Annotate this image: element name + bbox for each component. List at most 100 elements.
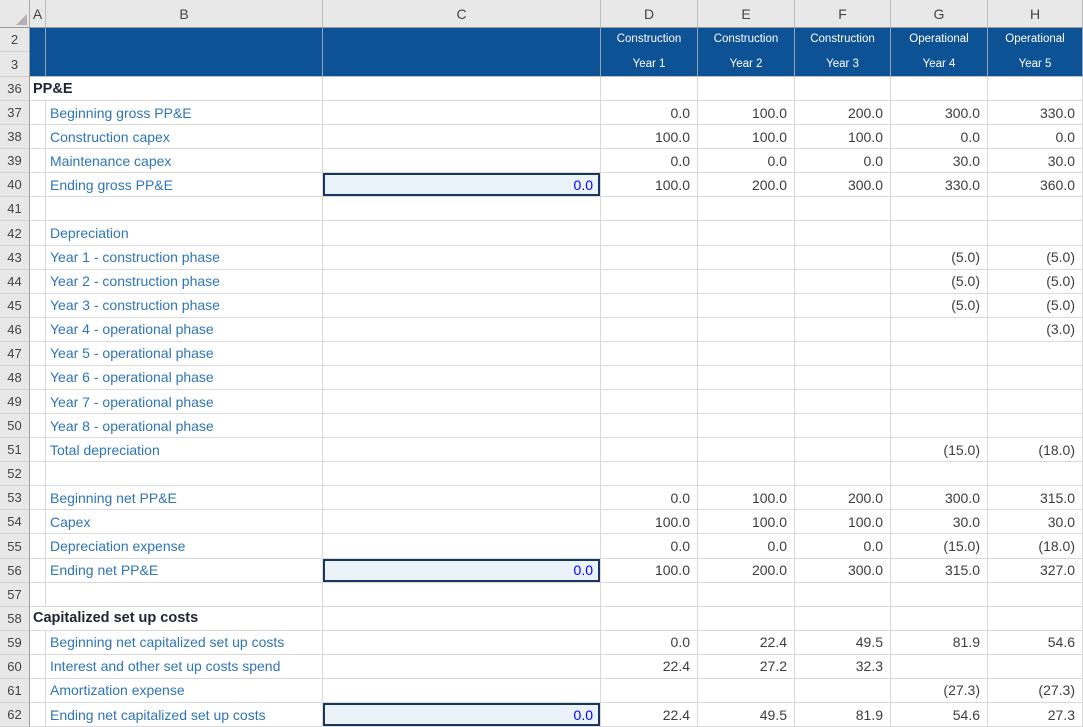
cell-A43[interactable] — [30, 245, 46, 270]
cell-B45[interactable]: Year 3 - construction phase — [46, 293, 323, 318]
cell-D52[interactable] — [601, 462, 698, 487]
cell-D53[interactable]: 0.0 — [601, 486, 698, 511]
row-header-53[interactable]: 53 — [0, 486, 30, 511]
cell-D38[interactable]: 100.0 — [601, 125, 698, 150]
cell-E62[interactable]: 49.5 — [698, 703, 795, 727]
cell-B51[interactable]: Total depreciation — [46, 438, 323, 463]
cell-F45[interactable] — [795, 293, 891, 318]
row-header-48[interactable]: 48 — [0, 365, 30, 391]
cell-C39[interactable] — [323, 149, 601, 174]
cell-G42[interactable] — [891, 221, 988, 246]
column-header-E[interactable]: E — [698, 0, 795, 27]
cell-H36[interactable] — [988, 77, 1083, 102]
cell-B39[interactable]: Maintenance capex — [46, 149, 323, 174]
cell-G55[interactable]: (15.0) — [891, 534, 988, 559]
cell-C61[interactable] — [323, 678, 601, 704]
cell-H49[interactable] — [988, 390, 1083, 415]
cell-E40[interactable]: 200.0 — [698, 173, 795, 198]
cell-G37[interactable]: 300.0 — [891, 101, 988, 126]
cell-D54[interactable]: 100.0 — [601, 510, 698, 535]
cell-G48[interactable] — [891, 365, 988, 391]
cell-D40[interactable]: 100.0 — [601, 173, 698, 198]
cell-G47[interactable] — [891, 341, 988, 366]
cell-B38[interactable]: Construction capex — [46, 125, 323, 150]
row-header-59[interactable]: 59 — [0, 630, 30, 655]
cell-F57[interactable] — [795, 582, 891, 607]
row-header-46[interactable]: 46 — [0, 317, 30, 342]
cell-G39[interactable]: 30.0 — [891, 149, 988, 174]
cell-A37[interactable] — [30, 101, 46, 126]
cell-H45[interactable]: (5.0) — [988, 293, 1083, 318]
row-header-51[interactable]: 51 — [0, 438, 30, 463]
cell-E61[interactable] — [698, 678, 795, 704]
cell-C60[interactable] — [323, 654, 601, 679]
cell-E42[interactable] — [698, 221, 795, 246]
cell-H38[interactable]: 0.0 — [988, 125, 1083, 150]
cell-F50[interactable] — [795, 414, 891, 439]
cell-A38[interactable] — [30, 125, 46, 150]
cell-H54[interactable]: 30.0 — [988, 510, 1083, 535]
cell-B60[interactable]: Interest and other set up costs spend — [46, 654, 323, 679]
cell-C49[interactable] — [323, 390, 601, 415]
year-header-F[interactable]: Construction Year 3 — [795, 28, 891, 77]
year-header-D[interactable]: Construction Year 1 — [601, 28, 698, 77]
cell-F38[interactable]: 100.0 — [795, 125, 891, 150]
cell-D49[interactable] — [601, 390, 698, 415]
cell-H39[interactable]: 30.0 — [988, 149, 1083, 174]
cell-G38[interactable]: 0.0 — [891, 125, 988, 150]
cell-C45[interactable] — [323, 293, 601, 318]
cell-F36[interactable] — [795, 77, 891, 102]
cell-H58[interactable] — [988, 606, 1083, 631]
cell-C58[interactable] — [323, 606, 601, 631]
cell-A50[interactable] — [30, 414, 46, 439]
cell-A39[interactable] — [30, 149, 46, 174]
column-header-F[interactable]: F — [795, 0, 891, 27]
cell-H51[interactable]: (18.0) — [988, 438, 1083, 463]
cell-G49[interactable] — [891, 390, 988, 415]
cell-D42[interactable] — [601, 221, 698, 246]
row-header-47[interactable]: 47 — [0, 341, 30, 366]
cell-G62[interactable]: 54.6 — [891, 703, 988, 727]
cell-H43[interactable]: (5.0) — [988, 245, 1083, 270]
cell-H52[interactable] — [988, 462, 1083, 487]
cell-E49[interactable] — [698, 390, 795, 415]
cell-F51[interactable] — [795, 438, 891, 463]
cell-H60[interactable] — [988, 654, 1083, 679]
cell-E54[interactable]: 100.0 — [698, 510, 795, 535]
row-header-58[interactable]: 58 — [0, 606, 30, 631]
cell-H47[interactable] — [988, 341, 1083, 366]
cell-D59[interactable]: 0.0 — [601, 630, 698, 655]
cell-A56[interactable] — [30, 558, 46, 583]
cell-B43[interactable]: Year 1 - construction phase — [46, 245, 323, 270]
cell-C52[interactable] — [323, 462, 601, 487]
row-header-40[interactable]: 40 — [0, 173, 30, 198]
cell-E37[interactable]: 100.0 — [698, 101, 795, 126]
cell-D55[interactable]: 0.0 — [601, 534, 698, 559]
cell-G43[interactable]: (5.0) — [891, 245, 988, 270]
cell-C57[interactable] — [323, 582, 601, 607]
cell-A57[interactable] — [30, 582, 46, 607]
cell-D44[interactable] — [601, 269, 698, 294]
row-header-36[interactable]: 36 — [0, 77, 30, 102]
cell-A60[interactable] — [30, 654, 46, 679]
cell-D61[interactable] — [601, 678, 698, 704]
cell-F62[interactable]: 81.9 — [795, 703, 891, 727]
cell-A59[interactable] — [30, 630, 46, 655]
row-header-50[interactable]: 50 — [0, 414, 30, 439]
cell-A54[interactable] — [30, 510, 46, 535]
cell-C56[interactable]: 0.0 — [323, 558, 601, 583]
cell-C42[interactable] — [323, 221, 601, 246]
cell-C55[interactable] — [323, 534, 601, 559]
row-header-43[interactable]: 43 — [0, 245, 30, 270]
year-header-G[interactable]: Operational Year 4 — [891, 28, 988, 77]
cell-H50[interactable] — [988, 414, 1083, 439]
cell-B57[interactable] — [46, 582, 323, 607]
cell-E58[interactable] — [698, 606, 795, 631]
cell-E51[interactable] — [698, 438, 795, 463]
cell-C53[interactable] — [323, 486, 601, 511]
cell-H57[interactable] — [988, 582, 1083, 607]
cell-A62[interactable] — [30, 703, 46, 727]
cell-G51[interactable]: (15.0) — [891, 438, 988, 463]
cell-D58[interactable] — [601, 606, 698, 631]
cell-D47[interactable] — [601, 341, 698, 366]
